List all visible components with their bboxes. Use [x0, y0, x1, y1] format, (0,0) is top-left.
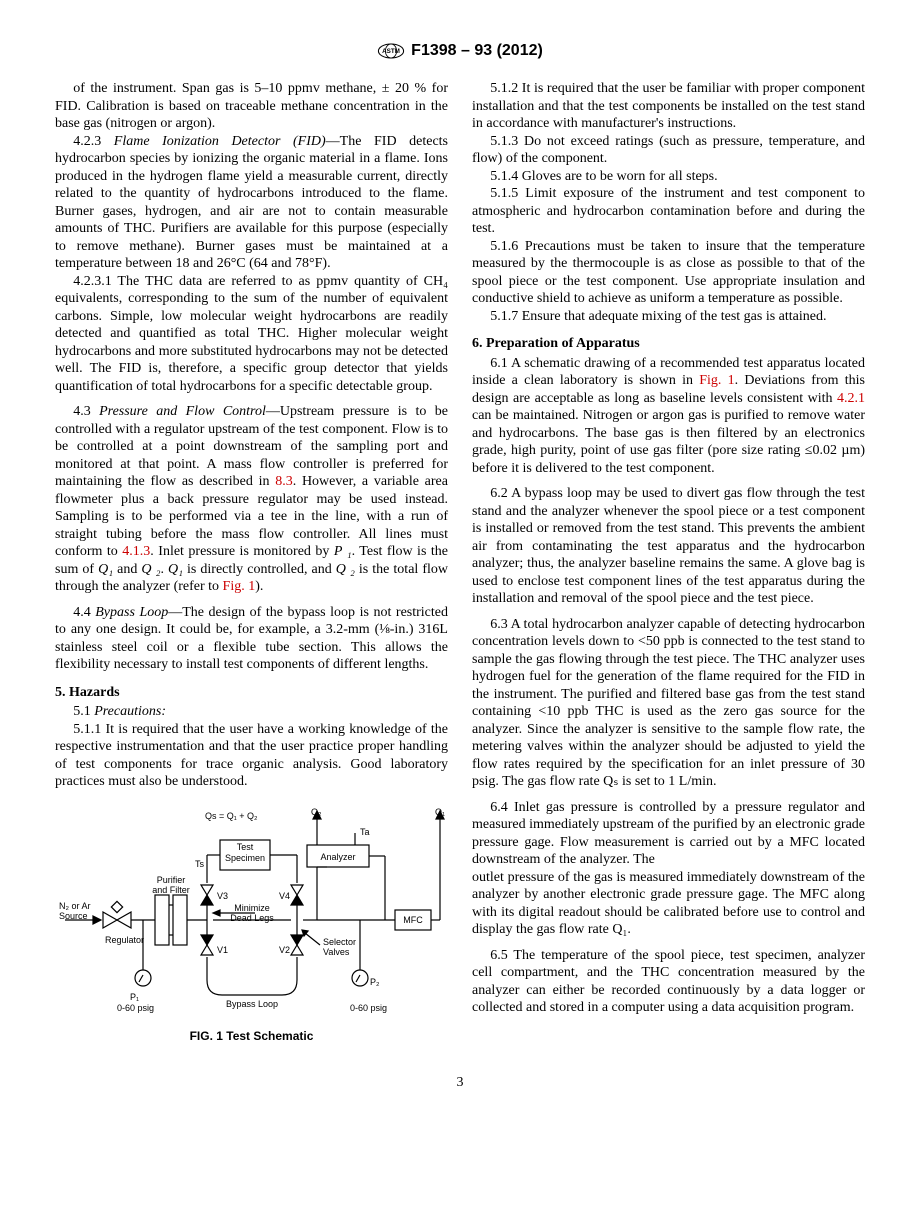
para-6-1: 6.1 A schematic drawing of a recommended… [472, 355, 865, 478]
svg-text:V4: V4 [279, 891, 290, 901]
svg-text:V2: V2 [279, 945, 290, 955]
svg-text:Test: Test [237, 842, 254, 852]
figure-1: Qs = Q₁ + Q₂ Q₂ Q₁ Ta Test Specimen Ts A… [55, 805, 448, 1045]
svg-text:Valves: Valves [323, 947, 350, 957]
section-5-title: 5. Hazards [55, 684, 448, 702]
page-number: 3 [55, 1074, 865, 1092]
para-4-2-3-1: 4.2.3.1 The THC data are referred to as … [55, 273, 448, 396]
para-5-1-1: 5.1.1 It is required that the user have … [55, 721, 448, 791]
para-6-5: 6.5 The temperature of the spool piece, … [472, 947, 865, 1017]
para-4-3: 4.3 Pressure and Flow Control—Upstream p… [55, 403, 448, 596]
svg-text:Dead Legs: Dead Legs [230, 913, 274, 923]
svg-text:Regulator: Regulator [105, 935, 144, 945]
para-6-4b: outlet pressure of the gas is measured i… [472, 869, 865, 939]
svg-text:Specimen: Specimen [225, 853, 265, 863]
svg-text:P₁: P₁ [130, 992, 139, 1002]
para-4-2-3: 4.2.3 Flame Ionization Detector (FID)—Th… [55, 133, 448, 273]
para-5-1-7: 5.1.7 Ensure that adequate mixing of the… [472, 308, 865, 326]
svg-text:Ts: Ts [195, 859, 205, 869]
designation: F1398 – 93 (2012) [411, 41, 543, 61]
astm-logo-icon: ASTM [377, 40, 405, 62]
svg-text:ASTM: ASTM [382, 48, 400, 55]
para-4-continue: of the instrument. Span gas is 5–10 ppmv… [55, 80, 448, 133]
section-6-title: 6. Preparation of Apparatus [472, 335, 865, 353]
svg-text:Minimize: Minimize [234, 903, 270, 913]
svg-text:0-60 psig: 0-60 psig [350, 1003, 387, 1013]
para-5-1-4: 5.1.4 Gloves are to be worn for all step… [472, 168, 865, 186]
para-5-1-6: 5.1.6 Precautions must be taken to insur… [472, 238, 865, 308]
svg-text:Analyzer: Analyzer [320, 852, 355, 862]
page-header: ASTM F1398 – 93 (2012) [55, 40, 865, 62]
para-6-2: 6.2 A bypass loop may be used to divert … [472, 485, 865, 608]
para-6-4a: 6.4 Inlet gas pressure is controlled by … [472, 799, 865, 869]
figure-caption: FIG. 1 Test Schematic [55, 1029, 448, 1044]
para-6-3: 6.3 A total hydrocarbon analyzer capable… [472, 616, 865, 791]
svg-text:Qs = Q₁ + Q₂: Qs = Q₁ + Q₂ [205, 811, 258, 821]
para-5-1-5: 5.1.5 Limit exposure of the instrument a… [472, 185, 865, 238]
svg-text:Ta: Ta [360, 827, 370, 837]
svg-text:P₂: P₂ [370, 977, 380, 987]
svg-text:Selector: Selector [323, 937, 356, 947]
svg-text:Q₁: Q₁ [435, 807, 445, 817]
svg-text:and Filter: and Filter [152, 885, 190, 895]
svg-text:N₂ or Ar: N₂ or Ar [59, 901, 91, 911]
svg-text:0-60 psig: 0-60 psig [117, 1003, 154, 1013]
svg-text:MFC: MFC [403, 915, 423, 925]
test-schematic-diagram: Qs = Q₁ + Q₂ Q₂ Q₁ Ta Test Specimen Ts A… [55, 805, 450, 1020]
para-5-1: 5.1 Precautions: [55, 703, 448, 721]
svg-text:Bypass Loop: Bypass Loop [226, 999, 278, 1009]
svg-text:Q₂: Q₂ [311, 807, 322, 817]
para-4-4: 4.4 Bypass Loop—The design of the bypass… [55, 604, 448, 674]
svg-text:V3: V3 [217, 891, 228, 901]
para-5-1-3: 5.1.3 Do not exceed ratings (such as pre… [472, 133, 865, 168]
svg-text:Source: Source [59, 911, 88, 921]
para-5-1-2: 5.1.2 It is required that the user be fa… [472, 80, 865, 133]
svg-text:Purifier: Purifier [157, 875, 186, 885]
svg-text:V1: V1 [217, 945, 228, 955]
